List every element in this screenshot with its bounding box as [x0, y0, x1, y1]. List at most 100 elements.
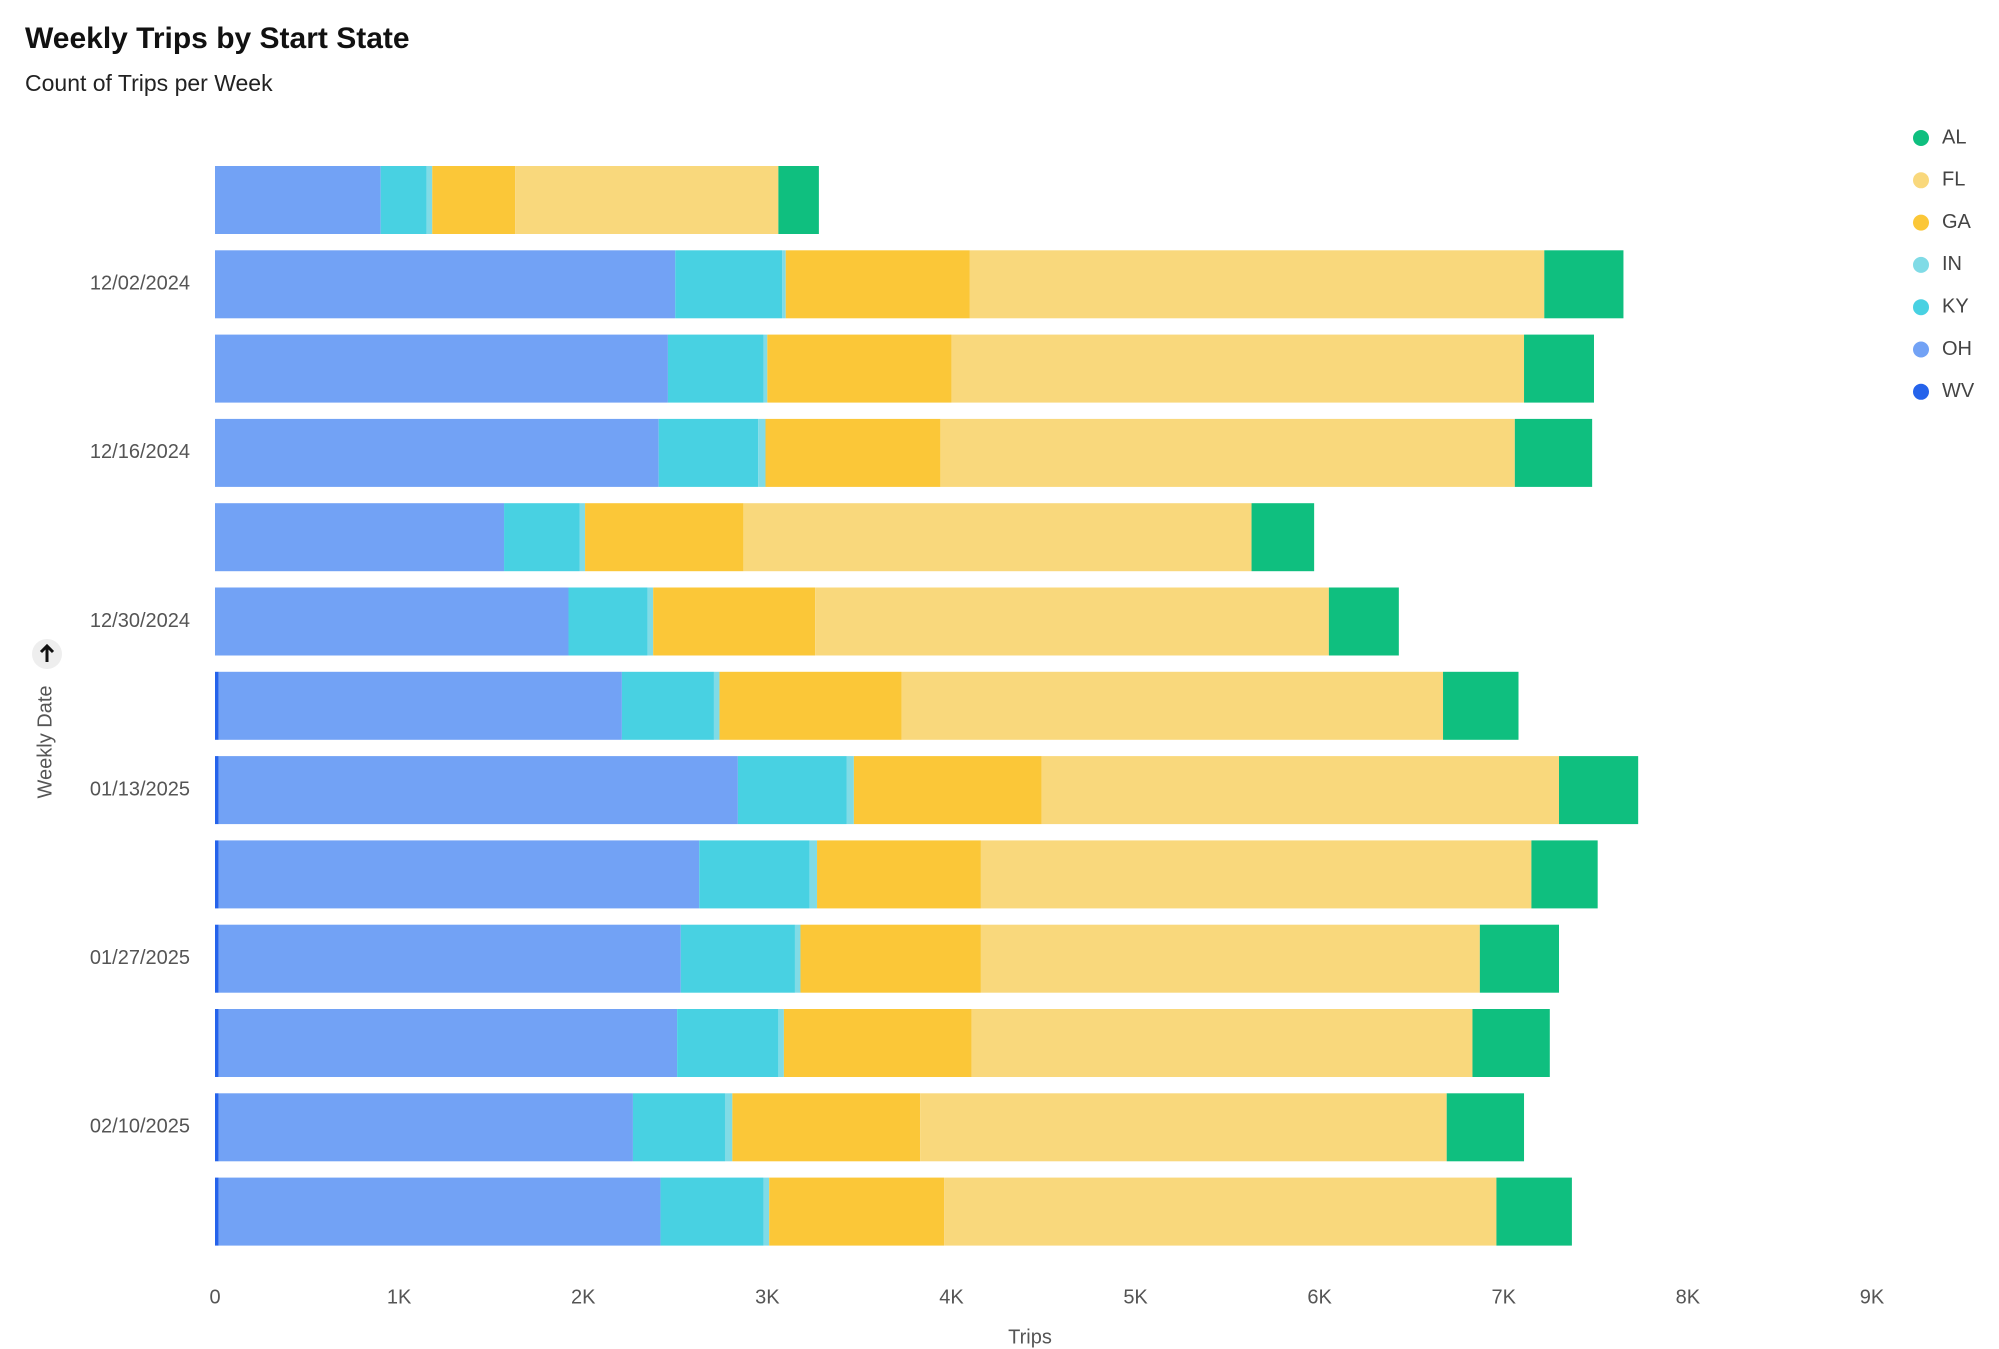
y-tick-label: 12/30/2024	[90, 610, 190, 632]
bar-segment	[815, 587, 1329, 656]
bar-segment	[1328, 587, 1399, 656]
bar-segment	[719, 671, 902, 740]
bar-segment	[1251, 503, 1315, 572]
legend-marker	[1913, 256, 1929, 273]
bar-segment	[215, 250, 676, 319]
legend-marker	[1913, 214, 1929, 231]
bar-segment	[426, 166, 433, 234]
x-tick-label: 2K	[571, 1286, 596, 1308]
legend-marker	[1913, 172, 1929, 189]
bar-segment	[632, 1093, 725, 1162]
bar-segment	[515, 166, 779, 234]
bar-segment	[215, 756, 219, 825]
bar-segment	[1531, 840, 1598, 909]
bar-segment	[794, 924, 801, 993]
bar-segment	[940, 418, 1515, 487]
bar-segment	[215, 840, 219, 909]
bar-segment	[218, 1093, 633, 1162]
y-tick-label: 01/13/2025	[90, 778, 190, 800]
bar-segment	[732, 1093, 921, 1162]
bar-segment	[675, 250, 783, 319]
bar-segment	[579, 503, 586, 572]
y-axis-title: Weekly Date	[34, 685, 56, 798]
bar-segment	[667, 334, 764, 403]
x-tick-label: 6K	[1307, 1286, 1332, 1308]
bar-segment	[680, 924, 795, 993]
x-tick-label: 9K	[1860, 1286, 1885, 1308]
bar-segment	[585, 503, 744, 572]
chart-title: Weekly Trips by Start State	[25, 22, 410, 55]
bar-segment	[763, 1177, 770, 1246]
y-tick-label: 02/10/2025	[90, 1116, 190, 1138]
bar-segment	[1544, 250, 1624, 319]
bar-segment	[218, 671, 622, 740]
bar-segment	[218, 1009, 678, 1077]
sort-button[interactable]	[32, 639, 62, 669]
bar-segment	[1041, 756, 1560, 825]
legend-marker	[1913, 383, 1929, 400]
bar-segment	[215, 418, 659, 487]
bar-segment	[737, 756, 847, 825]
bar-segment	[621, 671, 714, 740]
x-tick-label: 3K	[755, 1286, 780, 1308]
bar-segment	[853, 756, 1042, 825]
bar-segment	[980, 924, 1480, 993]
bar-segment	[817, 840, 981, 909]
bar-segment	[218, 756, 738, 825]
x-tick-label: 7K	[1492, 1286, 1517, 1308]
x-tick-label: 4K	[939, 1286, 964, 1308]
bar-segment	[951, 334, 1525, 403]
bar-segment	[653, 587, 816, 656]
legend-label: OH	[1942, 338, 1972, 360]
y-tick-label: 12/16/2024	[90, 441, 190, 463]
bar-segment	[743, 503, 1252, 572]
legend-marker	[1913, 341, 1929, 358]
bar-segment	[1559, 756, 1639, 825]
bar-segment	[944, 1177, 1497, 1246]
bar-segment	[432, 166, 516, 234]
bar-segment	[920, 1093, 1447, 1162]
bar-segment	[215, 924, 219, 993]
bar-segment	[215, 1177, 219, 1246]
bar-segment	[215, 503, 505, 572]
bar-segment	[778, 1009, 784, 1077]
bar-segment	[1514, 418, 1593, 487]
x-tick-label: 1K	[387, 1286, 412, 1308]
bar-segment	[1496, 1177, 1572, 1246]
bar-segment	[215, 587, 569, 656]
bar-segment	[380, 166, 427, 234]
bar-segment	[846, 756, 854, 825]
chart-subtitle: Count of Trips per Week	[25, 70, 273, 96]
x-tick-label: 8K	[1676, 1286, 1701, 1308]
sort-arrow[interactable]	[39, 643, 55, 662]
bar-segment	[504, 503, 580, 572]
bar-segment	[1524, 334, 1594, 403]
legend-marker	[1913, 130, 1929, 146]
y-tick-label: 12/02/2024	[90, 273, 190, 295]
bar-segment	[1446, 1093, 1525, 1162]
bar-segment	[660, 1177, 764, 1246]
bar-segment	[1479, 924, 1560, 993]
bar-segment	[767, 334, 952, 403]
legend-label: WV	[1942, 380, 1975, 402]
bar-segment	[980, 840, 1532, 909]
bar-segment	[215, 166, 381, 234]
legend-label: IN	[1942, 253, 1962, 275]
bar-segment	[765, 418, 941, 487]
legend-label: AL	[1942, 126, 1966, 148]
bar-segment	[769, 1177, 945, 1246]
bar-segment	[782, 250, 786, 319]
bar-segment	[809, 840, 818, 909]
bar-segment	[218, 840, 700, 909]
bar-segment	[218, 924, 681, 993]
bar-segment	[783, 1009, 972, 1077]
bar-segment	[713, 671, 720, 740]
legend-marker	[1913, 299, 1929, 316]
bar-segment	[763, 334, 768, 403]
bar-segment	[1443, 671, 1519, 740]
bar-segment	[568, 587, 648, 656]
bar-segment	[699, 840, 810, 909]
y-tick-label: 01/27/2025	[90, 947, 190, 969]
bar-segment	[971, 1009, 1473, 1077]
bar-segment	[647, 587, 654, 656]
